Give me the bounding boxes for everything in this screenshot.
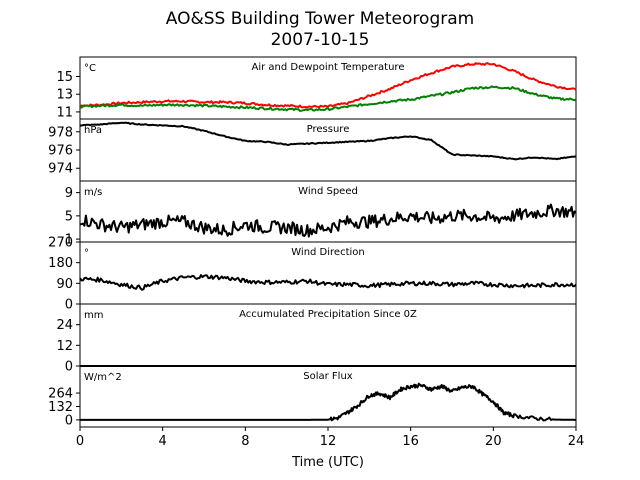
chart-panel-1: 11 13 15 °C Air and Dewpoint Temperature bbox=[56, 56, 577, 120]
series-line-1 bbox=[79, 274, 577, 291]
chart-panel-2: 974 976 978 hPa Pressure bbox=[48, 118, 577, 182]
panel-title: Air and Dewpoint Temperature bbox=[252, 62, 405, 73]
panel-title: Accumulated Precipitation Since 0Z bbox=[239, 309, 417, 320]
unit-label: W/m^2 bbox=[84, 372, 122, 383]
x-tick-label: 4 bbox=[159, 434, 167, 449]
unit-label: ° bbox=[84, 248, 89, 259]
series-line-1 bbox=[79, 121, 577, 161]
panel-title: Wind Direction bbox=[291, 247, 365, 258]
y-tick-label: 12 bbox=[56, 339, 73, 354]
y-tick-label: 11 bbox=[56, 105, 73, 120]
x-tick-label: 16 bbox=[402, 434, 419, 449]
x-tick-label: 8 bbox=[241, 434, 249, 449]
y-tick-label: 0 bbox=[65, 298, 73, 313]
y-tick-label: 132 bbox=[48, 400, 73, 415]
y-tick-label: 180 bbox=[48, 256, 73, 271]
chart-panel-4: 0 90 180 270 ° Wind Direction bbox=[48, 236, 577, 313]
unit-label: °C bbox=[84, 63, 96, 74]
x-tick-label: 12 bbox=[320, 434, 337, 449]
chart-panel-3: 1 5 9 m/s Wind Speed bbox=[65, 180, 577, 248]
y-tick-label: 270 bbox=[48, 236, 73, 251]
y-tick-label: 264 bbox=[48, 387, 73, 402]
y-tick-label: 90 bbox=[56, 277, 73, 292]
y-tick-label: 974 bbox=[48, 162, 73, 177]
panel-title: Pressure bbox=[307, 124, 350, 135]
y-tick-label: 978 bbox=[48, 125, 73, 140]
y-tick-label: 9 bbox=[65, 186, 73, 201]
unit-label: hPa bbox=[84, 125, 102, 136]
y-tick-label: 0 bbox=[65, 413, 73, 428]
series-line-1 bbox=[79, 62, 577, 109]
series-line-1 bbox=[80, 382, 576, 422]
y-tick-label: 0 bbox=[65, 360, 73, 375]
series-line-1 bbox=[80, 203, 577, 238]
y-tick-label: 24 bbox=[56, 318, 73, 333]
unit-label: m/s bbox=[84, 187, 102, 198]
x-tick-label: 24 bbox=[568, 434, 585, 449]
chart-panel-5: 0 12 24 mm Accumulated Precipitation Since 0… bbox=[56, 303, 577, 375]
y-tick-label: 15 bbox=[56, 70, 73, 85]
x-tick-label: 20 bbox=[485, 434, 502, 449]
y-tick-label: 5 bbox=[65, 209, 73, 224]
figure-title: AO&SS Building Tower Meteorogram bbox=[166, 9, 474, 29]
y-tick-label: 13 bbox=[56, 88, 73, 103]
panel-title: Solar Flux bbox=[303, 371, 353, 382]
y-tick-label: 1 bbox=[65, 233, 73, 248]
x-axis-label: Time (UTC) bbox=[291, 455, 364, 470]
panel-title: Wind Speed bbox=[298, 186, 358, 197]
y-tick-label: 976 bbox=[48, 144, 73, 159]
x-axis: 0 4 8 12 16 20 24 bbox=[76, 427, 584, 449]
x-tick-label: 0 bbox=[76, 434, 84, 449]
unit-label: mm bbox=[84, 310, 103, 321]
series-line-2 bbox=[79, 85, 577, 112]
figure-subtitle: 2007-10-15 bbox=[271, 30, 370, 50]
